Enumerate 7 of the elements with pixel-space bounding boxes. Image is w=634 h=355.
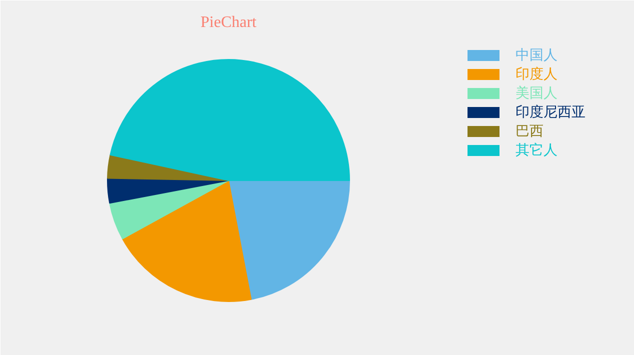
legend-label: 印度人 [516, 66, 558, 82]
legend-label: 中国人 [516, 48, 558, 64]
legend-label: 印度尼西亚 [516, 104, 586, 120]
legend-label: 美国人 [516, 86, 558, 102]
legend-label: 其它人 [516, 142, 558, 158]
chart-title: PieChart [200, 14, 258, 31]
legend-label: 巴西 [516, 124, 544, 140]
